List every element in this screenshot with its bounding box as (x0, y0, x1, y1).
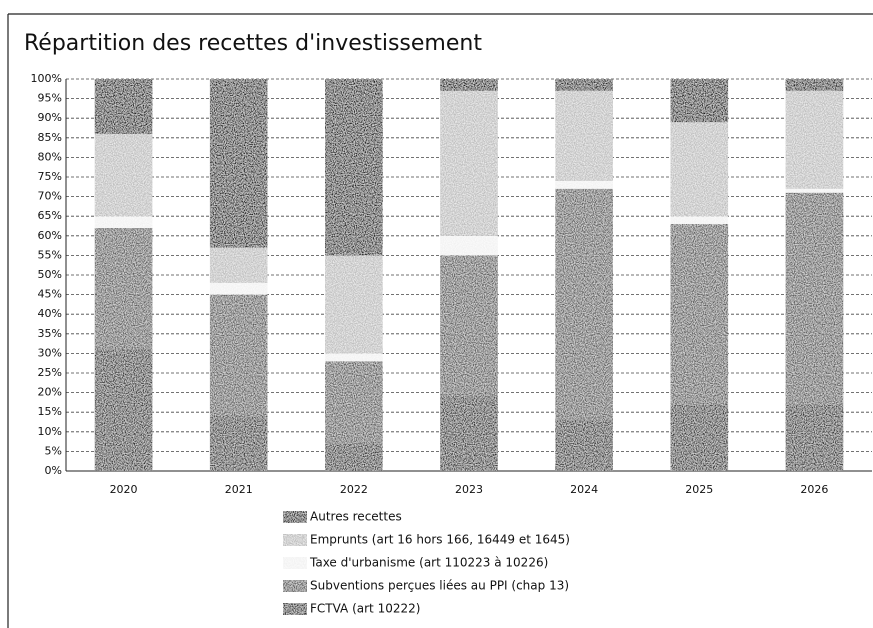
x-tick-label: 2020 (110, 483, 138, 496)
bar-segment (555, 90, 613, 181)
y-tick-label: 20% (38, 386, 62, 399)
x-tick-label: 2023 (455, 483, 483, 496)
y-tick-label: 25% (38, 366, 62, 379)
y-tick-label: 40% (38, 307, 62, 320)
bar-segment (440, 255, 498, 397)
legend-swatch (283, 580, 307, 592)
legend-label: Autres recettes (310, 510, 402, 524)
bar-segment (670, 122, 729, 217)
y-tick-label: 75% (38, 170, 62, 183)
bar-segment (785, 188, 844, 193)
y-tick-label: 15% (38, 405, 62, 418)
y-tick-label: 95% (38, 92, 62, 105)
legend-label: Taxe d'urbanisme (art 110223 à 10226) (309, 556, 548, 570)
bar-segment (785, 90, 844, 189)
bar-segment (325, 79, 383, 256)
bar-segment (440, 79, 498, 91)
bar-segment (94, 227, 153, 350)
legend-swatch (283, 511, 307, 523)
bar-segment (325, 255, 383, 354)
bar-segment (670, 216, 729, 225)
bar-segment (670, 404, 729, 471)
y-tick-label: 45% (38, 288, 62, 301)
bar-segment (325, 443, 383, 471)
y-tick-label: 10% (38, 425, 62, 438)
legend-label: FCTVA (art 10222) (310, 602, 420, 616)
bar-segment (209, 247, 268, 283)
bar-segment (94, 79, 153, 134)
y-tick-label: 35% (38, 327, 62, 340)
x-tick-label: 2024 (570, 483, 598, 496)
y-tick-label: 55% (38, 248, 62, 261)
bar-segment (785, 192, 844, 405)
bar-segment (670, 79, 729, 123)
bar-segment (94, 349, 153, 471)
x-tick-label: 2026 (800, 483, 828, 496)
bar-segment (555, 188, 613, 421)
x-tick-label: 2022 (340, 483, 368, 496)
bar-segment (440, 90, 498, 236)
y-tick-label: 70% (38, 190, 62, 203)
x-tick-label: 2021 (225, 483, 253, 496)
bar-segment (325, 353, 383, 362)
y-tick-label: 90% (38, 111, 62, 124)
bar-segment (785, 79, 844, 91)
bar-segment (785, 404, 844, 471)
y-tick-label: 30% (38, 346, 62, 359)
bar-segment (670, 224, 729, 405)
legend-label: Emprunts (art 16 hors 166, 16449 et 1645… (310, 533, 570, 547)
y-tick-label: 85% (38, 131, 62, 144)
y-tick-label: 0% (45, 464, 62, 477)
legend-label: Subventions perçues liées au PPI (chap 1… (310, 579, 569, 593)
bar-segment (209, 294, 268, 417)
bar-segment (555, 79, 613, 91)
bar-segment (440, 235, 498, 256)
bar-segment (555, 180, 613, 189)
y-tick-label: 65% (38, 209, 62, 222)
legend-swatch (283, 603, 307, 615)
y-tick-label: 5% (45, 444, 62, 457)
chart-title: Répartition des recettes d'investissemen… (24, 31, 482, 56)
bar-segment (325, 361, 383, 444)
bar-segment (440, 396, 498, 471)
legend-swatch (283, 534, 307, 546)
bar-segment (209, 79, 268, 248)
y-tick-label: 80% (38, 150, 62, 163)
y-tick-label: 50% (38, 268, 62, 281)
y-tick-label: 60% (38, 229, 62, 242)
x-tick-label: 2025 (685, 483, 713, 496)
bar-segment (94, 216, 153, 228)
bar-segment (555, 420, 613, 471)
bar-segment (94, 133, 153, 217)
bar-segment (209, 282, 268, 295)
bar-segment (209, 416, 268, 471)
legend-swatch (283, 557, 307, 569)
y-tick-label: 100% (31, 72, 62, 85)
